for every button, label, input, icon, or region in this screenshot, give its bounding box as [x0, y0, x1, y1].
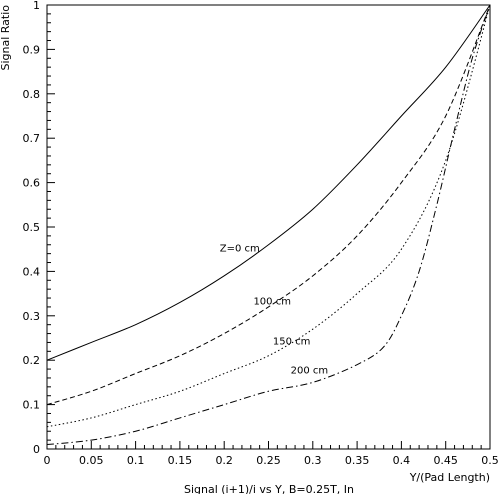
- x-tick-label: 0.5: [481, 454, 499, 467]
- series-line: [46, 4, 491, 446]
- x-tick-label: 0.4: [393, 454, 411, 467]
- y-tick-label: 0.9: [23, 43, 41, 56]
- x-tick-label: 0: [44, 454, 51, 467]
- curve-annotation: Z=0 cm: [220, 243, 260, 254]
- x-tick-label: 0.1: [127, 454, 145, 467]
- series-line: [46, 4, 491, 406]
- series-line: [46, 4, 491, 428]
- x-tick-label: 0.05: [79, 454, 104, 467]
- y-tick-label: 0.8: [23, 88, 41, 101]
- y-tick-label: 0.2: [23, 354, 41, 367]
- y-tick-label: 0.5: [23, 221, 41, 234]
- series-lines: [46, 4, 491, 446]
- y-tick-label: 0.1: [23, 399, 41, 412]
- x-tick-label: 0.45: [433, 454, 458, 467]
- x-tick-label: 0.3: [304, 454, 322, 467]
- x-tick-label: 0.2: [215, 454, 233, 467]
- x-tick-label: 0.25: [256, 454, 281, 467]
- x-tick-label: 0.15: [168, 454, 193, 467]
- x-tick-label: 0.35: [345, 454, 370, 467]
- y-tick-label: 0: [33, 443, 40, 456]
- chart-caption: Signal (i+1)/i vs Y, B=0.25T, In: [184, 483, 354, 494]
- curve-annotation: 100 cm: [253, 297, 291, 308]
- curve-annotation: 200 cm: [291, 366, 329, 377]
- series-line: [46, 4, 491, 361]
- x-axis-label: Y/(Pad Length): [409, 471, 490, 484]
- y-tick-label: 0.7: [23, 132, 41, 145]
- y-tick-label: 0.6: [23, 177, 41, 190]
- y-tick-label: 0.4: [23, 265, 41, 278]
- plot-frame: [46, 4, 491, 450]
- axis-ticks: 0 0.05 0.1 0.15 0.2 0.25 0.3 0.35 0.4 0.45 0.5 0 0.1…: [23, 0, 499, 467]
- annotations: Z=0 cm 100 cm 150 cm 200 cm: [220, 243, 328, 376]
- y-axis-label: Signal Ratio: [0, 5, 12, 71]
- y-tick-label: 0.3: [23, 310, 41, 323]
- y-tick-label: 1: [33, 0, 40, 12]
- curve-annotation: 150 cm: [273, 337, 311, 348]
